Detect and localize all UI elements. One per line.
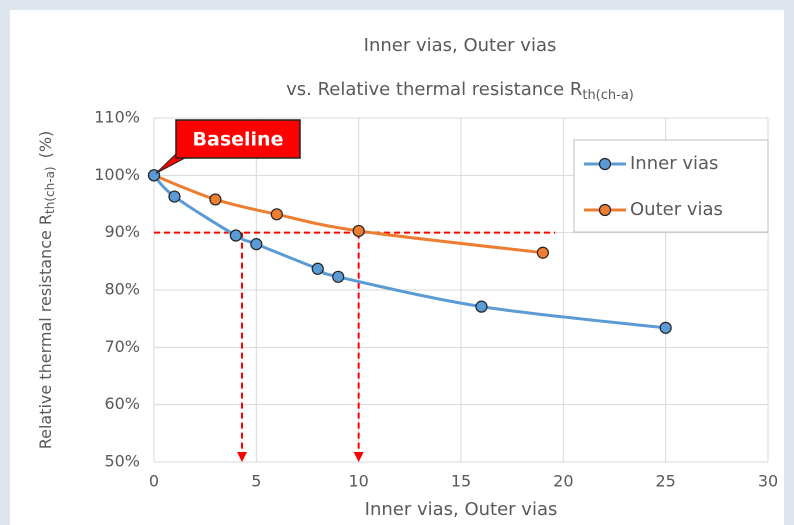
- legend-marker: [598, 203, 612, 217]
- x-tick-label: 25: [655, 472, 675, 491]
- series-line: [153, 173, 544, 255]
- y-tick-label: 70%: [104, 337, 140, 356]
- callout-box: [175, 119, 301, 159]
- text-part: th(ch-a): [582, 88, 634, 103]
- y-axis-label: Relative thermal resistance Rth(ch-a) (%): [36, 131, 57, 450]
- legend-label: Inner vias: [630, 153, 718, 174]
- data-point: [209, 193, 222, 206]
- x-tick-label: 10: [348, 472, 368, 491]
- legend-label: Outer vias: [630, 199, 723, 220]
- x-tick-label: 15: [451, 472, 471, 491]
- legend-marker: [598, 157, 612, 171]
- x-axis-label: Inner vias, Outer vias: [365, 499, 558, 520]
- text-part: th(ch-a): [43, 166, 57, 214]
- legend: Inner vias Outer vias: [573, 139, 769, 233]
- data-point: [270, 208, 283, 221]
- y-tick-label: 100%: [94, 165, 140, 184]
- y-tick-label: 60%: [104, 394, 140, 413]
- data-point: [311, 262, 324, 275]
- x-tick-label: 20: [553, 472, 573, 491]
- x-tick-label: 0: [149, 472, 159, 491]
- legend-box: [573, 139, 769, 233]
- data-point: [168, 190, 181, 203]
- arrow-head: [353, 452, 364, 462]
- data-point: [229, 229, 242, 242]
- x-tick-label: 5: [251, 472, 261, 491]
- data-point: [659, 321, 672, 334]
- data-point: [352, 224, 365, 238]
- data-point: [332, 270, 345, 283]
- x-tick-label: 30: [758, 472, 778, 491]
- y-tick-label: 90%: [104, 222, 140, 241]
- text-part: Relative thermal resistance R: [36, 214, 55, 449]
- data-point: [250, 238, 263, 251]
- y-tick-label: 80%: [104, 280, 140, 299]
- chart-title: Inner vias, Outer vias: [364, 35, 557, 56]
- chart-panel: [10, 10, 784, 525]
- callout-label: Baseline: [193, 129, 284, 151]
- text-part: vs. Relative thermal resistance R: [286, 79, 582, 100]
- y-tick-label: 110%: [94, 108, 140, 127]
- text-part: (%): [36, 131, 55, 159]
- arrow-head: [237, 452, 248, 462]
- data-point: [536, 246, 549, 259]
- y-tick-label: 50%: [104, 452, 140, 471]
- data-point: [475, 300, 488, 313]
- chart-subtitle: vs. Relative thermal resistance Rth(ch-a…: [286, 79, 634, 103]
